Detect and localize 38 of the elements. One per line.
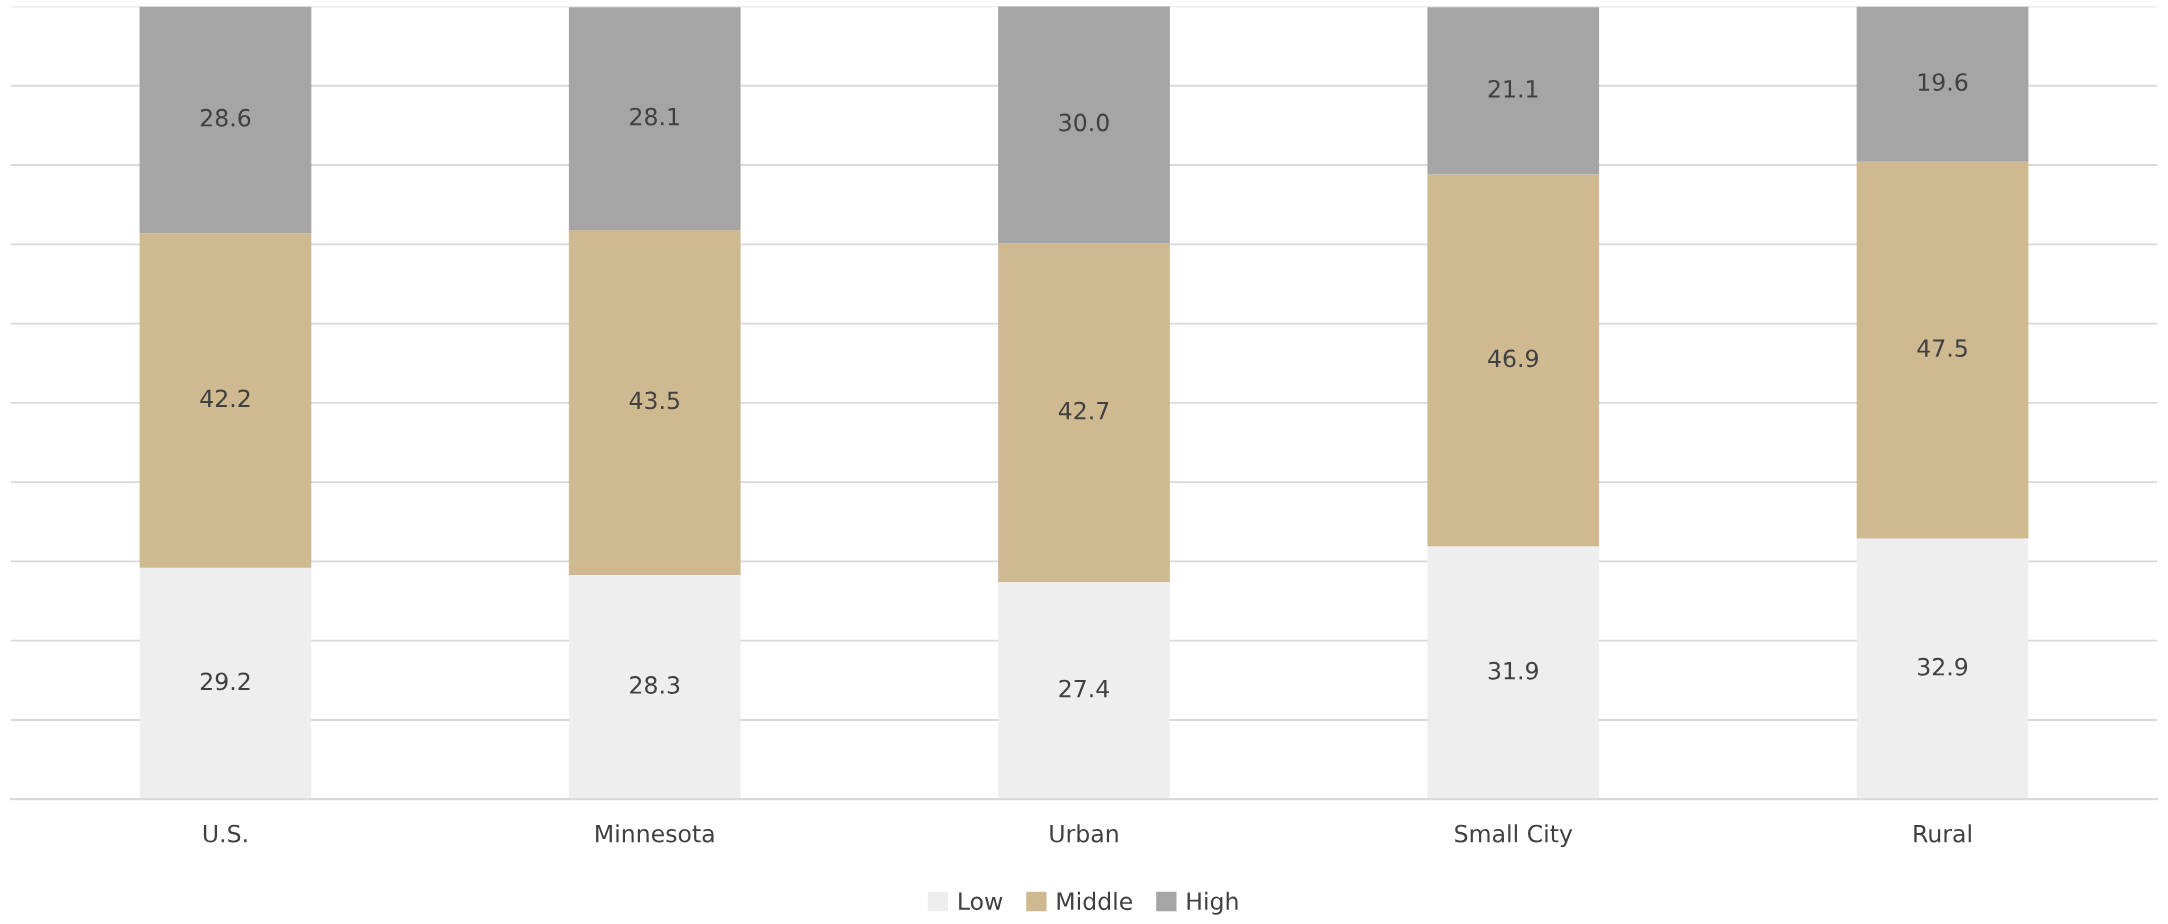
bar <box>1856 6 2029 162</box>
bar <box>139 233 312 568</box>
bar <box>998 582 1170 800</box>
x-tick-label: Minnesota <box>596 824 714 843</box>
data-label: 31.9 <box>1488 661 1538 680</box>
x-tick-label: Urban <box>1050 824 1118 843</box>
data-label: 32.9 <box>1918 657 1968 676</box>
bar <box>139 6 312 234</box>
bar <box>1427 546 1600 800</box>
data-label: 27.4 <box>1059 679 1109 698</box>
bar <box>1427 174 1600 547</box>
bar <box>1856 161 2029 539</box>
bar <box>568 574 741 800</box>
data-label: 47.5 <box>1917 339 1967 357</box>
data-label: 28.3 <box>630 676 680 694</box>
data-label: 21.1 <box>1488 79 1538 98</box>
bar <box>998 6 1170 244</box>
bar <box>1427 7 1600 175</box>
data-label: 46.9 <box>1488 349 1538 368</box>
x-tick-label: Rural <box>1914 824 1971 843</box>
x-tick-label: Small City <box>1455 824 1573 848</box>
data-label: 30.0 <box>1059 113 1109 132</box>
bar <box>568 230 741 575</box>
legend-label: Middle <box>1057 891 1133 911</box>
bar <box>568 7 741 231</box>
legend-label: High <box>1187 891 1238 915</box>
bar <box>139 567 312 800</box>
data-label: 28.6 <box>200 108 251 127</box>
data-label: 19.6 <box>1918 73 1968 92</box>
legend-label: Low <box>959 892 1003 911</box>
data-label: 28.1 <box>630 107 679 126</box>
bar <box>998 243 1170 583</box>
data-label: 43.5 <box>629 391 679 410</box>
data-label: 29.2 <box>200 672 250 691</box>
data-label: 42.2 <box>200 389 250 407</box>
data-label: 42.7 <box>1058 401 1109 420</box>
bar <box>1856 538 2029 800</box>
x-tick-label: U.S. <box>203 824 247 843</box>
